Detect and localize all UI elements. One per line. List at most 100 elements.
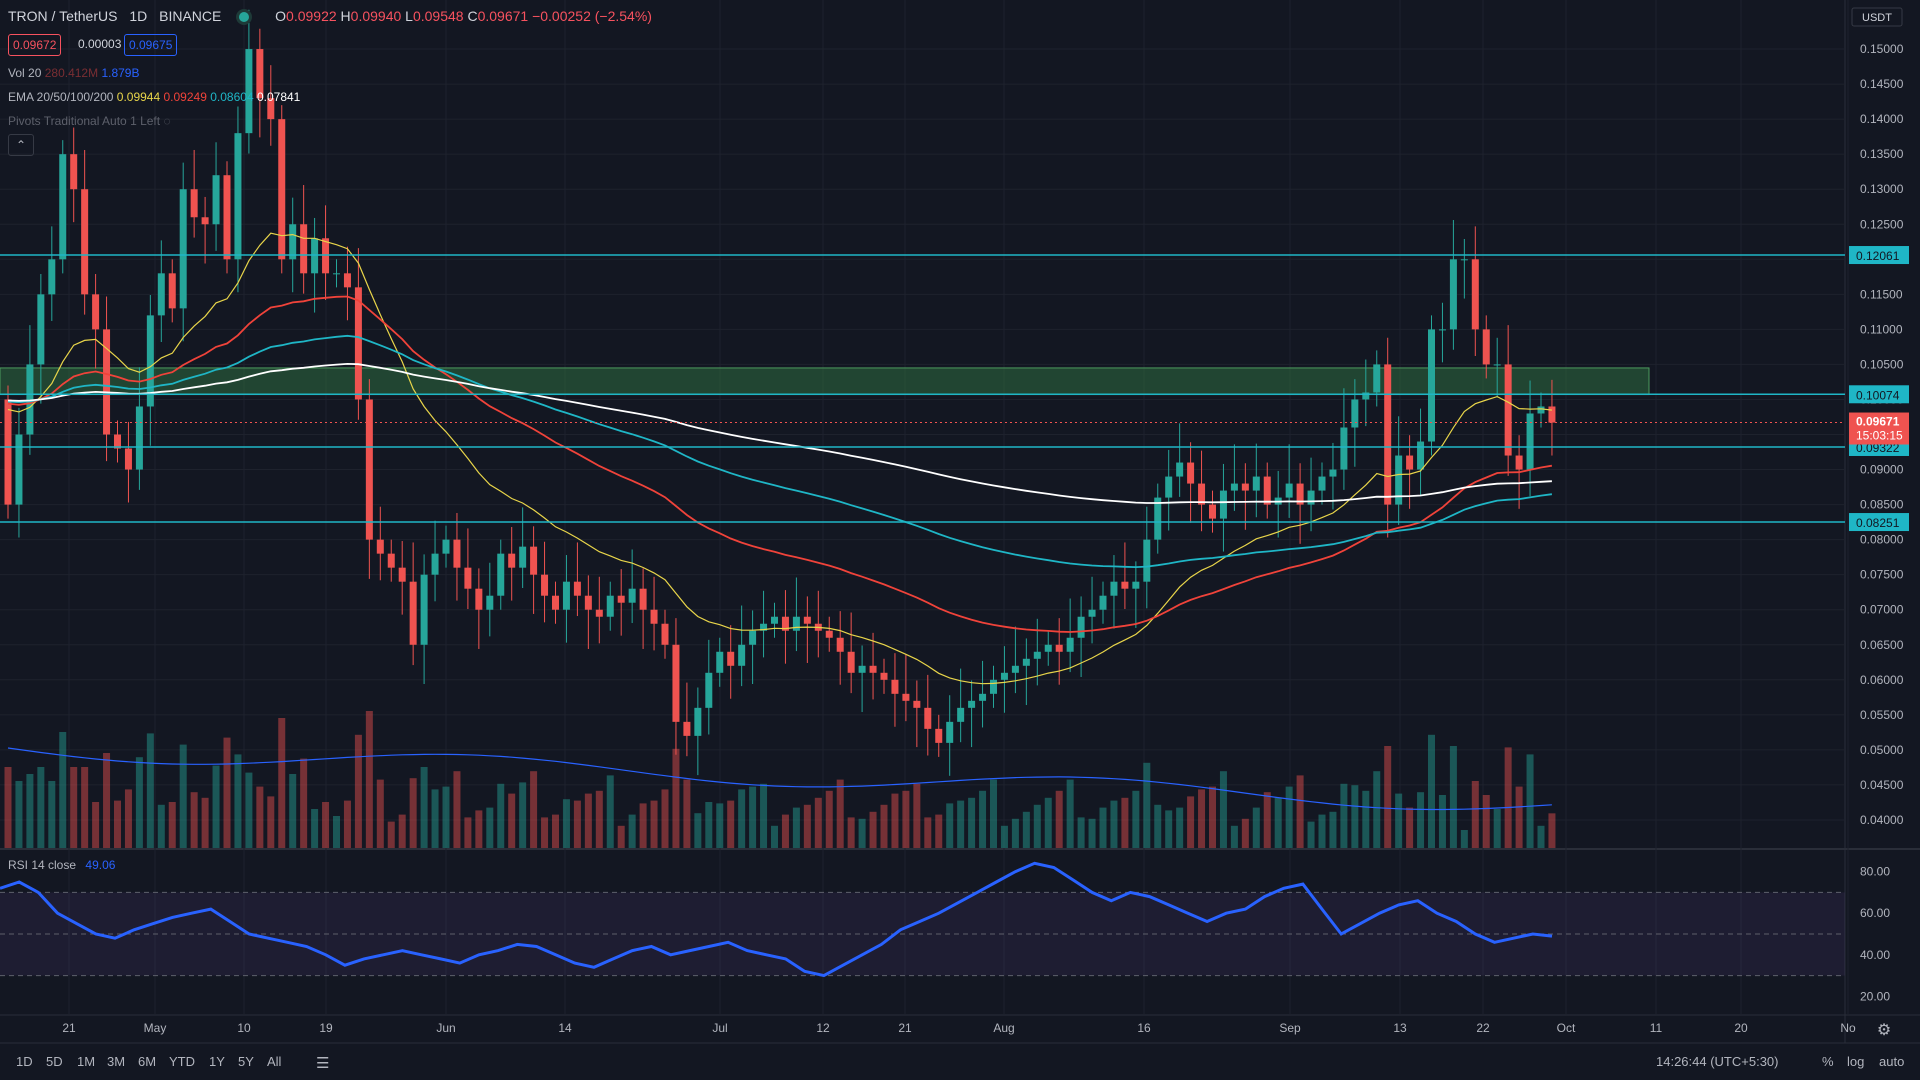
volume-bar	[387, 821, 395, 848]
candle	[880, 672, 888, 680]
candle	[858, 665, 866, 673]
candle	[508, 553, 516, 568]
volume-bar	[891, 793, 899, 848]
candle	[760, 623, 768, 631]
candle	[628, 588, 636, 603]
volume-bar	[869, 811, 877, 848]
timeframe-6m[interactable]: 6M	[138, 1054, 157, 1069]
volume-bar	[1066, 779, 1074, 848]
volume-bar	[475, 810, 483, 848]
timeframe-1m[interactable]: 1M	[77, 1054, 96, 1069]
candle	[1055, 644, 1063, 652]
volume-bar	[1230, 825, 1238, 848]
timeframe-ytd[interactable]: YTD	[169, 1054, 195, 1069]
candle	[135, 406, 143, 470]
candle	[1373, 364, 1381, 393]
timeframe-1y[interactable]: 1Y	[209, 1054, 225, 1069]
candle	[322, 238, 330, 274]
timeframe-all[interactable]: All	[267, 1054, 282, 1069]
volume-bar	[1329, 811, 1337, 848]
auto-toggle[interactable]: auto	[1879, 1054, 1905, 1069]
volume-bar	[902, 790, 910, 848]
ema-200-line	[7, 362, 1552, 504]
candle	[420, 574, 428, 645]
volume-bar	[190, 792, 198, 848]
candle	[1077, 616, 1085, 638]
ask-price-button[interactable]: 0.09675	[124, 34, 178, 56]
candle	[70, 154, 78, 190]
volume-bar	[990, 779, 997, 848]
candle	[1482, 329, 1490, 365]
volume-bar	[606, 775, 614, 848]
time-tick-label: No	[1840, 1021, 1856, 1035]
ema-legend[interactable]: EMA 20/50/100/200 0.09944 0.09249 0.0860…	[8, 90, 301, 104]
candle	[1252, 476, 1260, 491]
volume-bar	[672, 748, 680, 848]
interval-label[interactable]: 1D	[129, 8, 148, 24]
candle	[4, 399, 12, 505]
candle	[1022, 658, 1030, 666]
candle	[376, 539, 384, 554]
time-axis[interactable]: 21 May 10 19 Jun 14 Jul 12 21 Aug 16 Sep 13 22 Oct 11 20…	[62, 1021, 1891, 1039]
volume-bar	[1143, 762, 1151, 848]
candle	[1438, 329, 1446, 331]
candle	[792, 616, 800, 631]
exchange-label: BINANCE	[159, 8, 222, 24]
volume-legend[interactable]: Vol 20 280.412M 1.879B	[8, 66, 140, 80]
price-axis[interactable]: 0.15000 0.14500 0.14000 0.13500 0.13000 0.125…	[1849, 7, 1909, 827]
volume-bar	[1274, 797, 1282, 848]
price-tick-label: 0.04000	[1860, 813, 1904, 827]
timeframe-5y[interactable]: 5Y	[238, 1054, 254, 1069]
candle	[409, 581, 417, 645]
volume-bar	[792, 807, 800, 848]
rsi-legend[interactable]: RSI 14 close 49.06	[8, 858, 116, 872]
candle	[1110, 581, 1118, 596]
collapse-legend-button[interactable]: ⌃	[8, 134, 34, 156]
horizontal-levels[interactable]	[0, 254, 1845, 523]
time-tick-label: 13	[1393, 1021, 1407, 1035]
hidden-eye-icon[interactable]: ◌	[163, 114, 171, 128]
percent-toggle[interactable]: %	[1822, 1054, 1834, 1069]
candle	[771, 616, 778, 624]
level-price-tag-label: 0.08251	[1856, 516, 1900, 530]
candle	[1198, 483, 1206, 505]
rsi-pane[interactable]	[0, 861, 1845, 978]
candle	[661, 623, 669, 645]
clock-readout[interactable]: 14:26:44 (UTC+5:30)	[1656, 1054, 1779, 1069]
price-tick-label: 0.06000	[1860, 673, 1904, 687]
volume-bar	[781, 814, 789, 848]
volume-bar	[289, 774, 297, 848]
candle	[1187, 462, 1195, 484]
volume-bar	[562, 799, 570, 848]
candle	[1384, 364, 1392, 505]
candle	[354, 287, 362, 400]
date-range-icon[interactable]: ☰	[316, 1055, 330, 1072]
candle	[1230, 483, 1238, 491]
candle	[968, 700, 976, 708]
timeframe-1d[interactable]: 1D	[16, 1054, 33, 1069]
bid-price-button[interactable]: 0.09672	[8, 34, 62, 56]
symbol-name[interactable]: TRON / TetherUS	[8, 8, 118, 24]
volume-bar	[398, 814, 406, 848]
pivots-legend[interactable]: Pivots Traditional Auto 1 Left ◌	[8, 114, 171, 128]
volume-bar	[979, 790, 987, 848]
price-tick-label: 0.11500	[1860, 287, 1903, 301]
volume-bar	[771, 825, 778, 848]
candle	[168, 273, 176, 309]
volume-bar	[836, 779, 844, 848]
candle	[1307, 490, 1315, 505]
candle	[847, 651, 855, 673]
candle	[1537, 406, 1545, 414]
volume-bar	[924, 817, 932, 848]
candlestick-series[interactable]	[4, 9, 1556, 776]
timeframe-3m[interactable]: 3M	[107, 1054, 126, 1069]
candle	[103, 329, 111, 435]
timeframe-5d[interactable]: 5D	[46, 1054, 63, 1069]
volume-bar	[179, 744, 187, 848]
log-toggle[interactable]: log	[1847, 1054, 1865, 1069]
volume-bar	[1000, 825, 1008, 848]
rsi-tick-label: 80.00	[1860, 865, 1890, 879]
volume-ma-line	[7, 747, 1552, 811]
time-tick-label: 16	[1137, 1021, 1151, 1035]
